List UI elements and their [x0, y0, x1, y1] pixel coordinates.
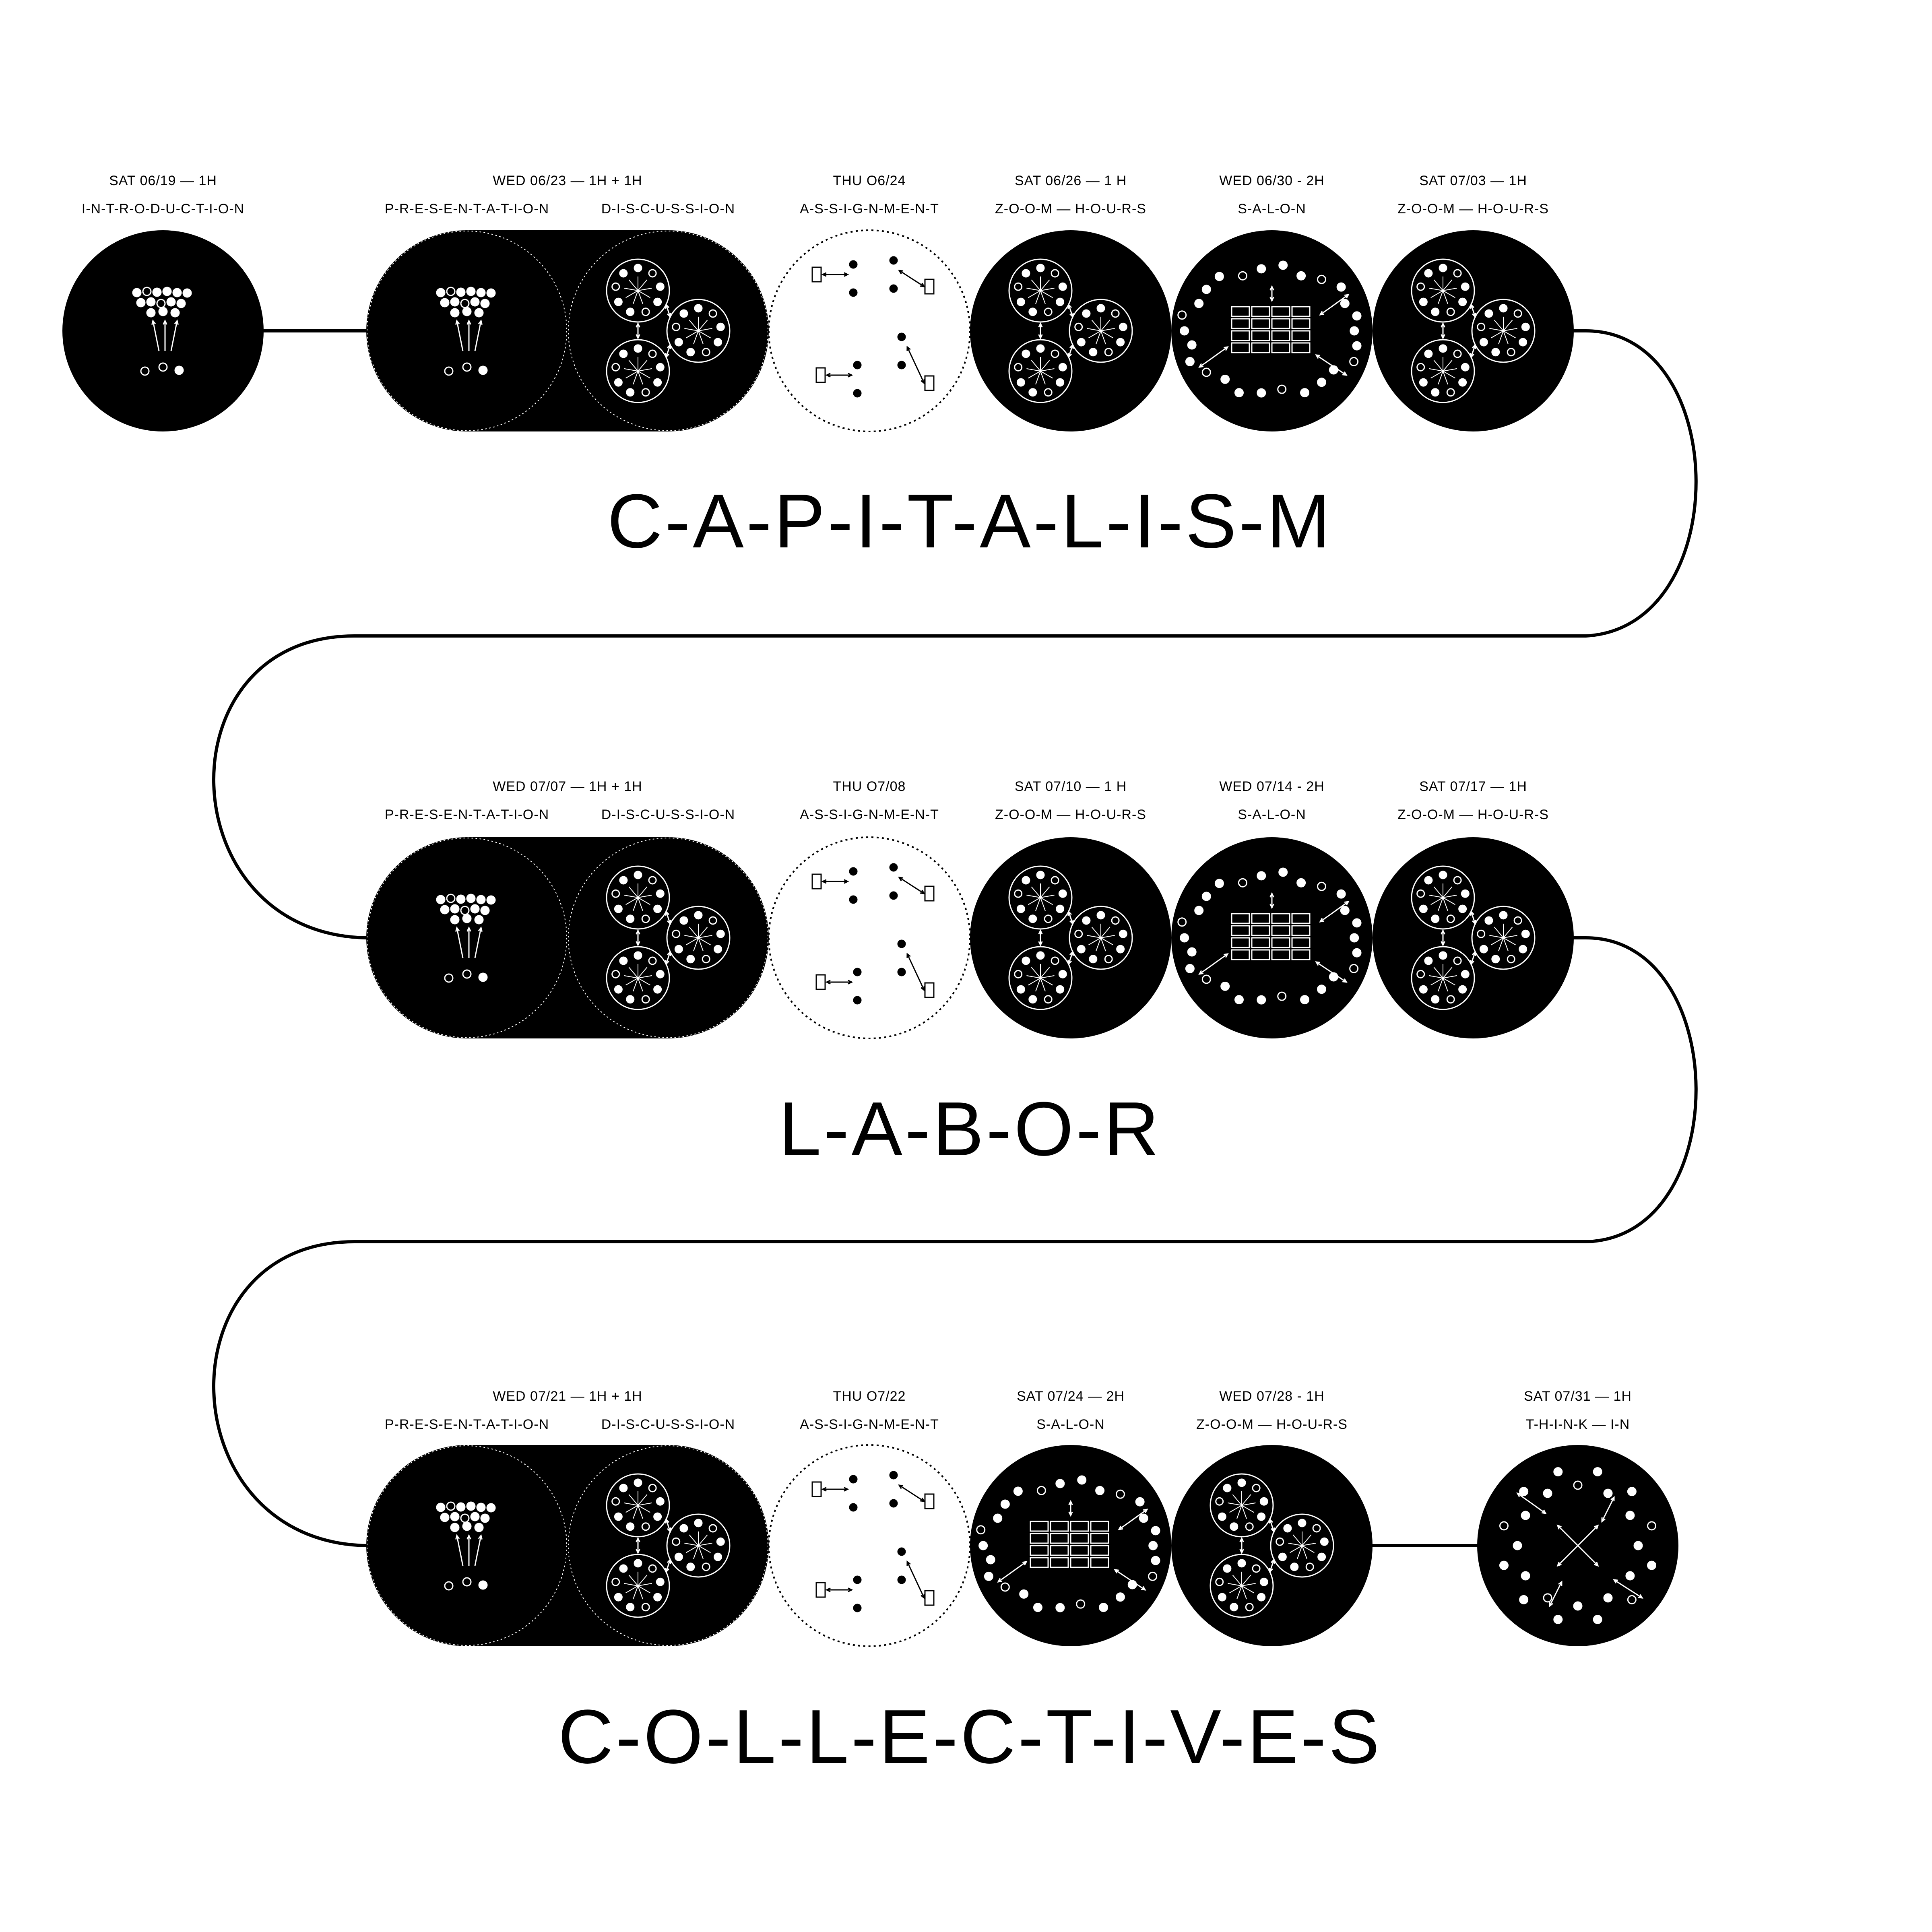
- session-collectives-2: THU O7/22 A-S-S-I-G-N-M-E-N-T: [768, 1389, 971, 1647]
- session-date: WED 07/21 — 1H + 1H: [493, 1389, 642, 1404]
- session-type: D-I-S-C-U-S-S-I-O-N: [601, 1417, 735, 1432]
- section-title: C-A-P-I-T-A-L-I-S-M: [607, 479, 1333, 564]
- session-date: WED 06/30 - 2H: [1219, 173, 1325, 188]
- session-date: WED 07/07 — 1H + 1H: [493, 779, 642, 794]
- section-labor: WED 07/07 — 1H + 1H P-R-E-S-E-N-T-A-T-I-…: [366, 779, 1574, 1172]
- salon-icon: [970, 1445, 1171, 1646]
- salon-icon: [1171, 230, 1373, 431]
- session-type: Z-O-O-M — H-O-U-R-S: [1196, 1417, 1348, 1432]
- session-type: Z-O-O-M — H-O-U-R-S: [1397, 201, 1549, 217]
- session-date: WED 07/14 - 2H: [1219, 779, 1325, 794]
- session-type: S-A-L-O-N: [1036, 1417, 1105, 1432]
- session-type: P-R-E-S-E-N-T-A-T-I-O-N: [385, 807, 549, 822]
- session-date: SAT 06/19 — 1H: [109, 173, 217, 188]
- zoom-hours-icon: [970, 230, 1171, 431]
- session-labor-5: SAT 07/17 — 1H Z-O-O-M — H-O-U-R-S: [1373, 779, 1574, 1038]
- session-date: WED 07/28 - 1H: [1219, 1389, 1325, 1404]
- session-type: A-S-S-I-G-N-M-E-N-T: [800, 201, 939, 217]
- timeline-connector: [212, 329, 1698, 1547]
- assignment-icon: [768, 836, 971, 1039]
- section-title: L-A-B-O-R: [778, 1086, 1161, 1172]
- session-type: D-I-S-C-U-S-S-I-O-N: [601, 807, 735, 822]
- think-in-icon: [1477, 1445, 1678, 1646]
- presentation-discussion-icon: [366, 230, 769, 431]
- assignment-icon: [768, 1444, 971, 1647]
- session-type: S-A-L-O-N: [1238, 201, 1306, 217]
- zoom-hours-icon: [1373, 230, 1574, 431]
- session-date: SAT 07/03 — 1H: [1419, 173, 1527, 188]
- session-collectives-4: WED 07/28 - 1H Z-O-O-M — H-O-U-R-S: [1171, 1389, 1373, 1646]
- introduction-icon: [62, 230, 264, 431]
- session-capitalism-1: SAT 06/19 — 1H I-N-T-R-O-D-U-C-T-I-O-N: [62, 173, 264, 431]
- session-type: Z-O-O-M — H-O-U-R-S: [1397, 807, 1549, 822]
- session-date: SAT 07/24 — 2H: [1017, 1389, 1125, 1404]
- zoom-hours-icon: [970, 837, 1171, 1038]
- session-type: P-R-E-S-E-N-T-A-T-I-O-N: [385, 1417, 549, 1432]
- session-date: THU O6/24: [833, 173, 906, 188]
- zoom-hours-icon: [1373, 837, 1574, 1038]
- session-capitalism-6: SAT 07/03 — 1H Z-O-O-M — H-O-U-R-S: [1373, 173, 1574, 431]
- session-labor-1: WED 07/07 — 1H + 1H P-R-E-S-E-N-T-A-T-I-…: [366, 779, 769, 1038]
- session-type: I-N-T-R-O-D-U-C-T-I-O-N: [82, 201, 244, 217]
- session-capitalism-5: WED 06/30 - 2H S-A-L-O-N: [1171, 173, 1373, 431]
- section-title: C-O-L-L-E-C-T-I-V-E-S: [558, 1694, 1382, 1779]
- session-date: SAT 07/17 — 1H: [1419, 779, 1527, 794]
- session-type: D-I-S-C-U-S-S-I-O-N: [601, 201, 735, 217]
- session-collectives-1: WED 07/21 — 1H + 1H P-R-E-S-E-N-T-A-T-I-…: [366, 1389, 769, 1646]
- session-capitalism-4: SAT 06/26 — 1 H Z-O-O-M — H-O-U-R-S: [970, 173, 1171, 431]
- presentation-discussion-icon: [366, 1445, 769, 1646]
- session-type: Z-O-O-M — H-O-U-R-S: [995, 807, 1146, 822]
- session-labor-3: SAT 07/10 — 1 H Z-O-O-M — H-O-U-R-S: [970, 779, 1171, 1038]
- session-type: T-H-I-N-K — I-N: [1526, 1417, 1630, 1432]
- session-capitalism-3: THU O6/24 A-S-S-I-G-N-M-E-N-T: [768, 173, 971, 432]
- presentation-discussion-icon: [366, 837, 769, 1038]
- session-type: Z-O-O-M — H-O-U-R-S: [995, 201, 1146, 217]
- zoom-hours-icon: [1171, 1445, 1373, 1646]
- session-date: SAT 07/10 — 1 H: [1015, 779, 1127, 794]
- session-labor-4: WED 07/14 - 2H S-A-L-O-N: [1171, 779, 1373, 1038]
- session-date: THU O7/08: [833, 779, 906, 794]
- session-type: P-R-E-S-E-N-T-A-T-I-O-N: [385, 201, 549, 217]
- session-date: SAT 07/31 — 1H: [1524, 1389, 1632, 1404]
- session-labor-2: THU O7/08 A-S-S-I-G-N-M-E-N-T: [768, 779, 971, 1039]
- assignment-icon: [768, 229, 971, 432]
- session-capitalism-2: WED 06/23 — 1H + 1H P-R-E-S-E-N-T-A-T-I-…: [366, 173, 769, 431]
- session-date: WED 06/23 — 1H + 1H: [493, 173, 642, 188]
- session-type: A-S-S-I-G-N-M-E-N-T: [800, 807, 939, 822]
- session-date: SAT 06/26 — 1 H: [1015, 173, 1127, 188]
- session-collectives-5: SAT 07/31 — 1H T-H-I-N-K — I-N: [1477, 1389, 1678, 1646]
- salon-icon: [1171, 837, 1373, 1038]
- session-type: A-S-S-I-G-N-M-E-N-T: [800, 1417, 939, 1432]
- session-type: S-A-L-O-N: [1238, 807, 1306, 822]
- section-collectives: WED 07/21 — 1H + 1H P-R-E-S-E-N-T-A-T-I-…: [366, 1389, 1678, 1779]
- session-date: THU O7/22: [833, 1389, 906, 1404]
- section-capitalism: SAT 06/19 — 1H I-N-T-R-O-D-U-C-T-I-O-N W…: [62, 173, 1574, 564]
- session-collectives-3: SAT 07/24 — 2H S-A-L-O-N: [970, 1389, 1171, 1646]
